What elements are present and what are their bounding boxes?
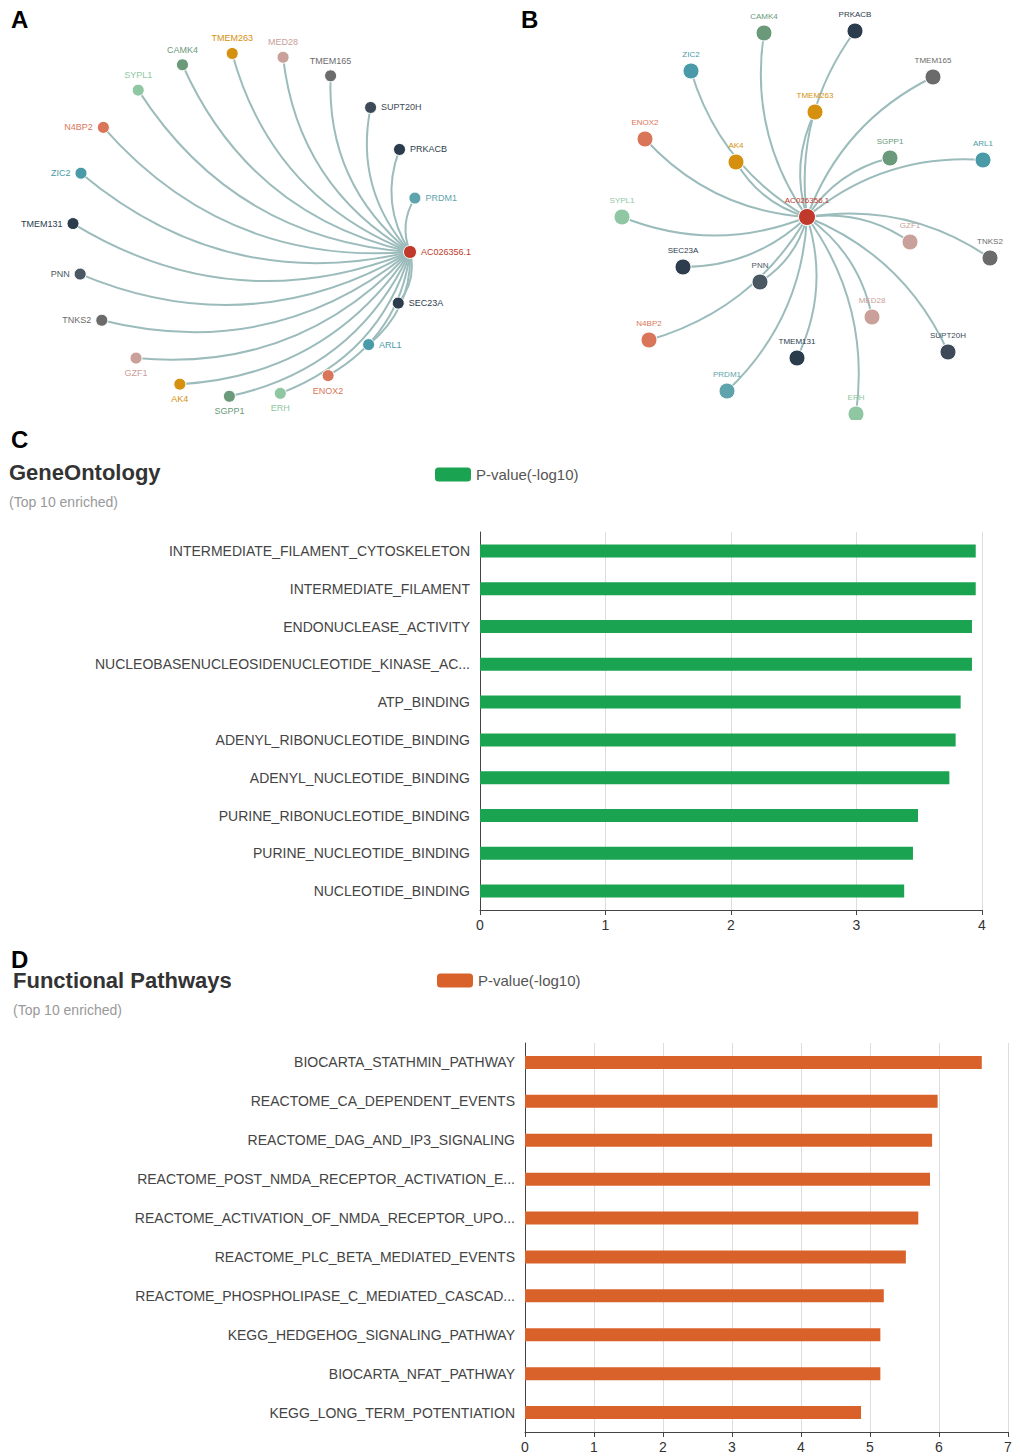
svg-text:SEC23A: SEC23A: [668, 246, 699, 255]
svg-text:ARL1: ARL1: [379, 340, 402, 350]
svg-text:REACTOME_DAG_AND_IP3_SIGNALING: REACTOME_DAG_AND_IP3_SIGNALING: [248, 1132, 515, 1148]
svg-text:TMEM263: TMEM263: [211, 33, 253, 43]
svg-text:ERH: ERH: [271, 403, 290, 413]
svg-text:A: A: [11, 6, 28, 33]
svg-text:7: 7: [1004, 1439, 1012, 1455]
svg-text:SUPT20H: SUPT20H: [381, 102, 422, 112]
svg-text:PURINE_RIBONUCLEOTIDE_BINDING: PURINE_RIBONUCLEOTIDE_BINDING: [219, 808, 470, 824]
svg-text:REACTOME_PHOSPHOLIPASE_C_MEDIA: REACTOME_PHOSPHOLIPASE_C_MEDIATED_CASCAD…: [135, 1288, 515, 1304]
svg-text:SUPT20H: SUPT20H: [930, 331, 966, 340]
svg-text:TMEM131: TMEM131: [21, 219, 63, 229]
svg-text:SEC23A: SEC23A: [409, 298, 444, 308]
svg-text:TMEM165: TMEM165: [915, 56, 952, 65]
svg-text:REACTOME_PLC_BETA_MEDIATED_EVE: REACTOME_PLC_BETA_MEDIATED_EVENTS: [215, 1249, 515, 1265]
svg-text:PURINE_NUCLEOTIDE_BINDING: PURINE_NUCLEOTIDE_BINDING: [253, 845, 470, 861]
svg-text:TMEM263: TMEM263: [797, 91, 834, 100]
svg-text:ZIC2: ZIC2: [682, 50, 700, 59]
svg-text:C: C: [11, 426, 28, 453]
svg-text:N4BP2: N4BP2: [64, 122, 93, 132]
svg-text:ERH: ERH: [848, 393, 865, 402]
svg-text:SGPP1: SGPP1: [877, 137, 904, 146]
svg-text:0: 0: [521, 1439, 529, 1455]
svg-text:4: 4: [978, 917, 986, 933]
svg-text:2: 2: [727, 917, 735, 933]
svg-text:MED28: MED28: [859, 296, 886, 305]
svg-text:3: 3: [728, 1439, 736, 1455]
svg-text:1: 1: [602, 917, 610, 933]
svg-text:6: 6: [935, 1439, 943, 1455]
svg-text:REACTOME_CA_DEPENDENT_EVENTS: REACTOME_CA_DEPENDENT_EVENTS: [251, 1093, 515, 1109]
svg-text:NUCLEOTIDE_BINDING: NUCLEOTIDE_BINDING: [314, 883, 470, 899]
svg-text:CAMK4: CAMK4: [750, 12, 778, 21]
svg-text:AC026356.1: AC026356.1: [421, 247, 471, 257]
svg-text:Functional Pathways: Functional Pathways: [13, 968, 232, 993]
svg-text:NUCLEOBASENUCLEOSIDENUCLEOTIDE: NUCLEOBASENUCLEOSIDENUCLEOTIDE_KINASE_AC…: [95, 656, 470, 672]
svg-text:MED28: MED28: [268, 37, 298, 47]
svg-text:ADENYL_RIBONUCLEOTIDE_BINDING: ADENYL_RIBONUCLEOTIDE_BINDING: [216, 732, 470, 748]
svg-text:PRDM1: PRDM1: [713, 370, 742, 379]
svg-text:PNN: PNN: [752, 261, 769, 270]
svg-text:SGPP1: SGPP1: [214, 406, 244, 416]
svg-text:CAMK4: CAMK4: [167, 45, 198, 55]
svg-text:ENOX2: ENOX2: [631, 118, 659, 127]
svg-text:PRKACB: PRKACB: [839, 10, 872, 19]
svg-text:ATP_BINDING: ATP_BINDING: [378, 694, 470, 710]
svg-text:BIOCARTA_NFAT_PATHWAY: BIOCARTA_NFAT_PATHWAY: [329, 1366, 516, 1382]
svg-text:ARL1: ARL1: [973, 139, 994, 148]
svg-text:1: 1: [590, 1439, 598, 1455]
svg-text:REACTOME_POST_NMDA_RECEPTOR_AC: REACTOME_POST_NMDA_RECEPTOR_ACTIVATION_E…: [137, 1171, 515, 1187]
svg-text:N4BP2: N4BP2: [636, 319, 662, 328]
svg-text:SYPL1: SYPL1: [124, 70, 152, 80]
svg-text:KEGG_HEDGEHOG_SIGNALING_PATHWA: KEGG_HEDGEHOG_SIGNALING_PATHWAY: [228, 1327, 516, 1343]
svg-text:ZIC2: ZIC2: [51, 168, 71, 178]
svg-text:ENOX2: ENOX2: [313, 386, 344, 396]
svg-text:ENDONUCLEASE_ACTIVITY: ENDONUCLEASE_ACTIVITY: [283, 619, 470, 635]
svg-text:BIOCARTA_STATHMIN_PATHWAY: BIOCARTA_STATHMIN_PATHWAY: [294, 1054, 516, 1070]
svg-text:P-value(-log10): P-value(-log10): [478, 972, 581, 989]
svg-text:REACTOME_ACTIVATION_OF_NMDA_RE: REACTOME_ACTIVATION_OF_NMDA_RECEPTOR_UPO…: [135, 1210, 515, 1226]
svg-text:4: 4: [797, 1439, 805, 1455]
svg-text:GeneOntology: GeneOntology: [9, 460, 161, 485]
svg-text:ADENYL_NUCLEOTIDE_BINDING: ADENYL_NUCLEOTIDE_BINDING: [250, 770, 470, 786]
svg-text:P-value(-log10): P-value(-log10): [476, 466, 579, 483]
svg-text:PNN: PNN: [51, 269, 70, 279]
svg-text:TNKS2: TNKS2: [977, 237, 1003, 246]
svg-text:D: D: [11, 945, 29, 973]
svg-text:TMEM131: TMEM131: [779, 337, 816, 346]
svg-text:AC026356.1: AC026356.1: [785, 196, 830, 205]
svg-text:GZF1: GZF1: [900, 221, 921, 230]
svg-text:3: 3: [853, 917, 861, 933]
svg-text:(Top 10 enriched): (Top 10 enriched): [9, 494, 118, 510]
svg-text:2: 2: [659, 1439, 667, 1455]
svg-text:PRDM1: PRDM1: [425, 193, 457, 203]
svg-text:INTERMEDIATE_FILAMENT: INTERMEDIATE_FILAMENT: [290, 581, 471, 597]
svg-text:5: 5: [866, 1439, 874, 1455]
svg-text:0: 0: [476, 917, 484, 933]
svg-text:PRKACB: PRKACB: [410, 144, 447, 154]
svg-text:(Top 10 enriched): (Top 10 enriched): [13, 1002, 122, 1018]
svg-text:KEGG_LONG_TERM_POTENTIATION: KEGG_LONG_TERM_POTENTIATION: [269, 1405, 515, 1421]
svg-text:INTERMEDIATE_FILAMENT_CYTOSKEL: INTERMEDIATE_FILAMENT_CYTOSKELETON: [169, 543, 470, 559]
svg-text:AK4: AK4: [728, 141, 744, 150]
svg-text:TMEM165: TMEM165: [310, 56, 352, 66]
svg-text:B: B: [521, 6, 538, 33]
svg-text:GZF1: GZF1: [125, 368, 148, 378]
svg-text:SYPL1: SYPL1: [610, 196, 635, 205]
svg-text:TNKS2: TNKS2: [62, 315, 91, 325]
svg-text:AK4: AK4: [171, 394, 188, 404]
